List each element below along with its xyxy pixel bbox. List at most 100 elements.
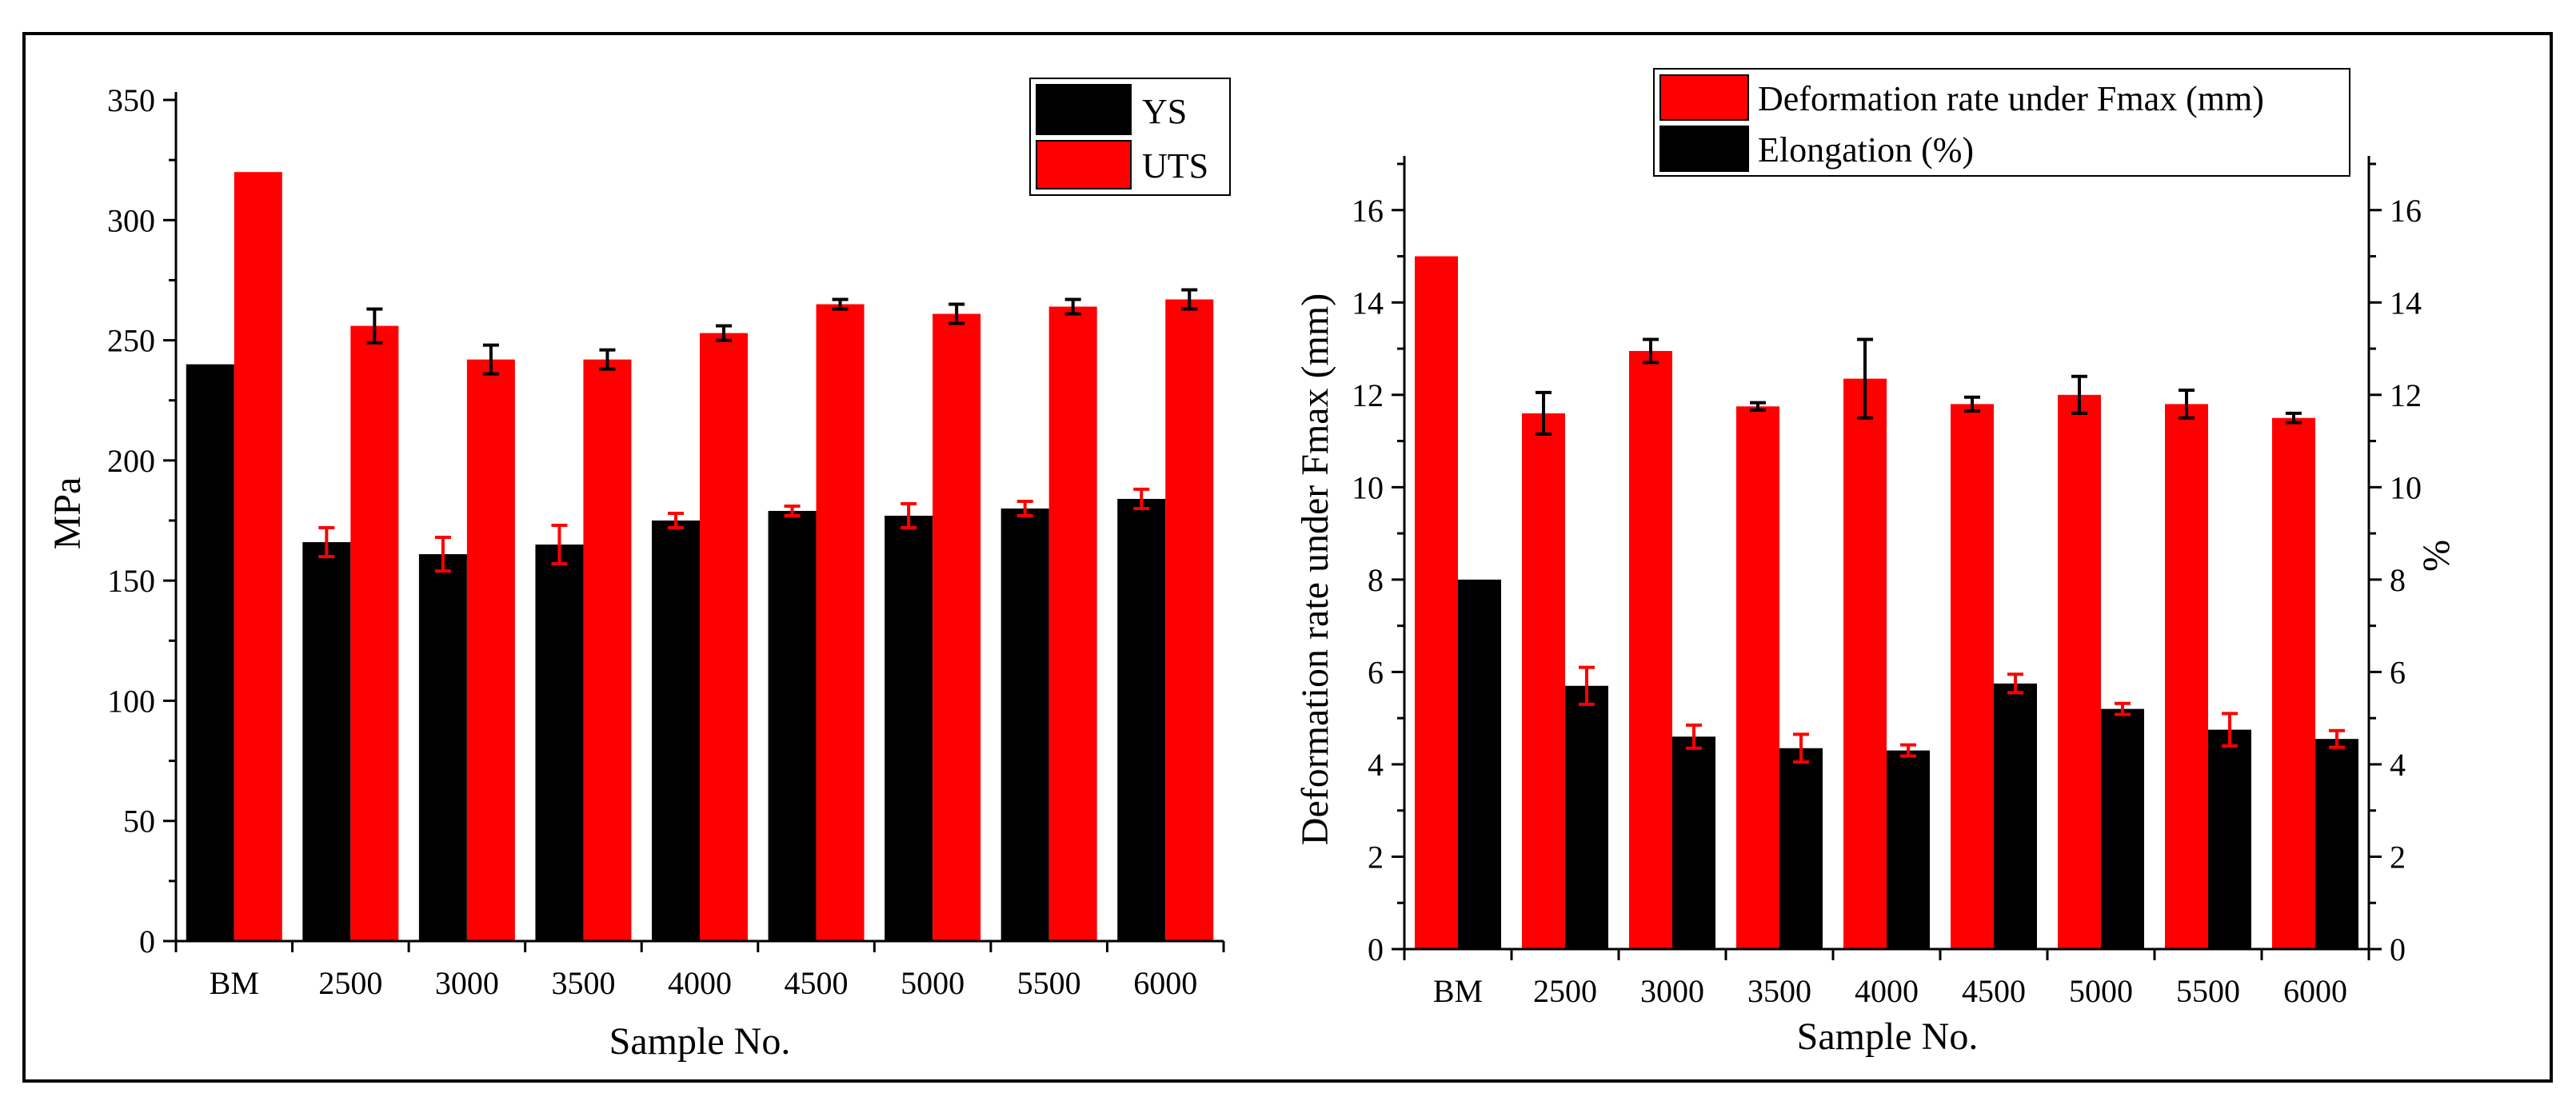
- deformation-error-bar-elongation--3000: [1686, 723, 1702, 750]
- strength-y-tick-label: 200: [107, 443, 155, 479]
- deformation-y2-axis-title: %: [2415, 540, 2458, 572]
- deformation-error-bar-elongation--6000: [2329, 728, 2345, 749]
- strength-x-tick-label: 6000: [1133, 965, 1197, 1001]
- strength-x-tick-label: 5500: [1017, 965, 1081, 1001]
- strength-error-bar-ys-4500: [784, 504, 801, 517]
- deformation-y-tick-label: 2: [1368, 839, 1384, 875]
- deformation-bar-elongation--6000: [2315, 739, 2358, 949]
- strength-bar-ys-2500: [302, 542, 351, 941]
- deformation-y-tick-label: 12: [1352, 377, 1384, 413]
- strength-y-tick-label: 50: [123, 804, 155, 840]
- strength-y-tick-label: 150: [107, 563, 155, 599]
- deformation-error-bar-elongation--2500: [1579, 665, 1595, 706]
- strength-y-tick-label: 300: [107, 202, 155, 238]
- strength-error-bar-ys-3500: [551, 524, 568, 566]
- deformation-error-bar-deformation-rate-under-fmax-mm--3000: [1643, 337, 1659, 365]
- strength-bar-ys-5500: [1000, 508, 1049, 941]
- strength-error-bar-ys-5500: [1016, 499, 1033, 517]
- strength-x-tick-label: 3000: [435, 965, 499, 1001]
- strength-x-tick-label: 4500: [785, 965, 849, 1001]
- strength-error-bar-uts-5000: [949, 302, 965, 325]
- strength-y-axis-title: MPa: [46, 477, 89, 550]
- deformation-y-tick-label: 10: [1352, 469, 1384, 505]
- deformation-error-bar-deformation-rate-under-fmax-mm--5500: [2179, 389, 2195, 420]
- strength-error-bar-ys-2500: [318, 526, 335, 559]
- deformation-bar-elongation--5500: [2208, 729, 2251, 949]
- deformation-x-tick-label: 5500: [2176, 973, 2240, 1009]
- deformation-y-tick-label: 6: [1368, 654, 1384, 690]
- strength-bar-uts-BM: [234, 172, 282, 941]
- deformation-y-tick-label: 8: [1368, 562, 1384, 598]
- strength-y-tick-label: 350: [107, 82, 155, 118]
- deformation-x-tick-label: 5000: [2069, 973, 2133, 1009]
- deformation-x-tick-label: 4000: [1855, 973, 1919, 1009]
- deformation-x-tick-label: 2500: [1533, 973, 1597, 1009]
- deformation-bar-elongation--2500: [1565, 685, 1608, 949]
- deformation-y-tick-label: 14: [1352, 285, 1384, 321]
- deformation-bar-deformation-rate-under-fmax-mm--4500: [1951, 404, 1994, 949]
- deformation-y2-tick-label: 8: [2390, 562, 2406, 598]
- deformation-y-axis-title: Deformation rate under Fmax (mm): [1294, 293, 1336, 845]
- deformation-error-bar-elongation--4000: [1900, 743, 1916, 758]
- deformation-bar-deformation-rate-under-fmax-mm--3000: [1629, 350, 1672, 950]
- strength-bar-ys-5000: [885, 515, 933, 941]
- strength-x-axis-title: Sample No.: [609, 1020, 791, 1063]
- deformation-bar-deformation-rate-under-fmax-mm--BM: [1415, 256, 1458, 949]
- deformation-bar-elongation--5000: [2101, 708, 2144, 949]
- deformation-error-bar-deformation-rate-under-fmax-mm--5000: [2071, 374, 2087, 415]
- deformation-bar-deformation-rate-under-fmax-mm--4000: [1843, 378, 1887, 949]
- deformation-x-axis-title: Sample No.: [1797, 1015, 1979, 1058]
- strength-error-bars: [318, 288, 1198, 573]
- strength-bar-uts-6000: [1165, 299, 1214, 942]
- deformation-y2-tick-label: 4: [2390, 747, 2406, 783]
- strength-error-bar-uts-2500: [366, 307, 383, 345]
- deformation-error-bars: [1536, 337, 2345, 764]
- deformation-y2-tick-label: 12: [2390, 377, 2422, 413]
- deformation-bar-deformation-rate-under-fmax-mm--6000: [2272, 417, 2315, 949]
- deformation-y2-tick-label: 10: [2390, 469, 2422, 505]
- deformation-error-bar-elongation--3500: [1793, 732, 1809, 764]
- deformation-bar-elongation--4000: [1887, 750, 1930, 949]
- strength-x-tick-label: BM: [210, 965, 259, 1001]
- deformation-y2-tick-label: 6: [2390, 654, 2406, 690]
- legend-label-elongation: Elongation (%): [1758, 130, 1974, 170]
- legend-label-ys: YS: [1142, 92, 1187, 131]
- deformation-y-tick-label: 4: [1368, 747, 1384, 783]
- deformation-x-tick-label: 6000: [2283, 973, 2347, 1009]
- deformation-error-bar-elongation--5500: [2222, 712, 2238, 748]
- deformation-y2-tick-label: 14: [2390, 285, 2422, 321]
- legend-swatch-ys: [1036, 84, 1132, 135]
- strength-legend: YS UTS: [1029, 78, 1231, 196]
- deformation-error-bar-elongation--5000: [2115, 701, 2131, 716]
- deformation-bars: [1415, 256, 2358, 950]
- legend-swatch-deformation: [1659, 74, 1749, 121]
- strength-x-tick-label: 3500: [551, 965, 615, 1001]
- strength-error-bar-ys-4000: [668, 511, 684, 530]
- strength-bar-ys-4500: [768, 510, 817, 941]
- strength-bar-ys-BM: [186, 364, 234, 942]
- strength-bar-ys-6000: [1117, 498, 1166, 941]
- deformation-bar-elongation--BM: [1458, 579, 1501, 949]
- strength-error-bar-ys-6000: [1133, 487, 1150, 510]
- deformation-bar-deformation-rate-under-fmax-mm--5500: [2165, 404, 2208, 949]
- strength-bar-uts-3500: [583, 359, 632, 941]
- strength-x-tick-label: 4000: [668, 965, 732, 1001]
- legend-label-deformation: Deformation rate under Fmax (mm): [1758, 79, 2264, 118]
- strength-x-tick-label: 5000: [901, 965, 965, 1001]
- deformation-legend-box: [1653, 68, 2350, 177]
- strength-y-tick-label: 250: [107, 323, 155, 359]
- strength-error-bar-uts-4500: [832, 297, 849, 311]
- deformation-x-tick-label: 4500: [1962, 973, 2026, 1009]
- deformation-bar-deformation-rate-under-fmax-mm--3500: [1736, 406, 1779, 949]
- strength-bar-ys-4000: [652, 521, 700, 941]
- legend-swatch-uts: [1036, 140, 1132, 189]
- strength-y-tick-label: 100: [107, 683, 155, 719]
- strength-axes: 0 50 100 150 200 250 300 350 BM 2500 3000 3500 4000 4…: [107, 82, 1225, 1001]
- deformation-axes: 0 2 4 6 8 10 12 14 16 0 2 4 6 8 10 12 14 16 BM 2500 3000 3500…: [1352, 156, 2422, 1009]
- chart-strength: 0 50 100 150 200 250 300 350 BM 2500 3000 3500 4000 4…: [46, 78, 1231, 1063]
- strength-bar-uts-2500: [350, 325, 399, 942]
- strength-error-bar-uts-4000: [716, 324, 732, 342]
- deformation-x-tick-label: 3500: [1747, 973, 1811, 1009]
- legend-label-uts: UTS: [1142, 146, 1208, 186]
